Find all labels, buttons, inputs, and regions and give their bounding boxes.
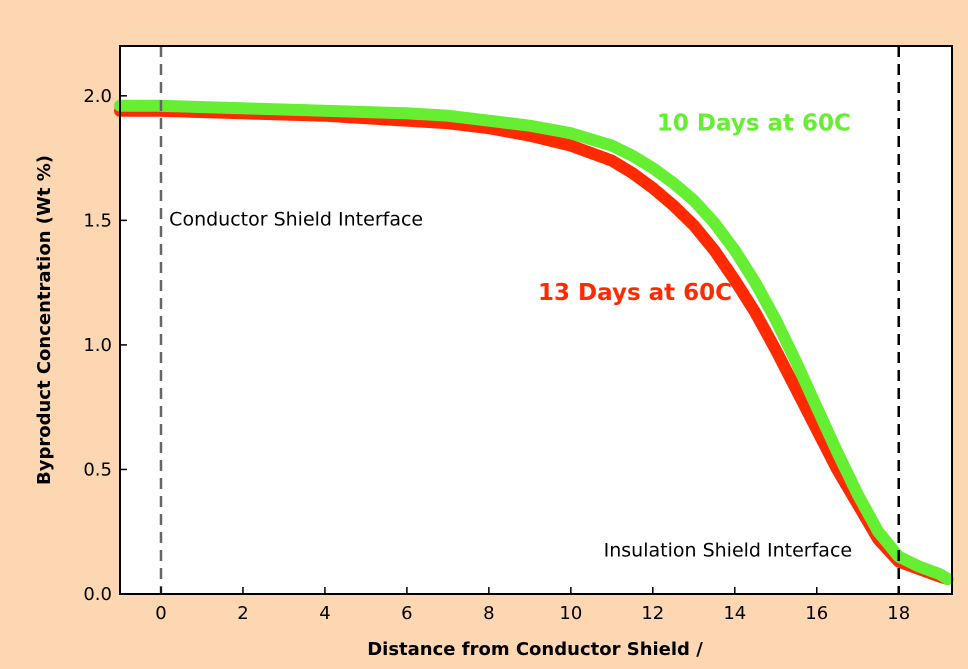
y-axis-ticks: 0.0 0.5 1.0 1.5 2.0 (83, 86, 127, 605)
y-tick-label: 0.5 (83, 459, 112, 480)
x-tick-label: 16 (805, 603, 828, 624)
interface-annotation: Insulation Shield Interface (604, 540, 852, 562)
y-tick-label: 2.0 (83, 86, 112, 107)
series-layer (114, 99, 954, 586)
x-axis-ticks: 0 2 4 6 8 10 12 14 16 18 (155, 587, 910, 624)
series-label: 13 Days at 60C (538, 280, 732, 306)
y-tick-label: 0.0 (83, 584, 112, 605)
y-axis-label: Byproduct Concentration (Wt %) (34, 155, 55, 485)
series-line-2 (114, 99, 954, 586)
y-tick-label: 1.5 (83, 210, 112, 231)
x-tick-label: 2 (237, 603, 248, 624)
x-tick-label: 18 (887, 603, 910, 624)
plot-frame (119, 45, 953, 595)
y-tick-label: 1.0 (83, 335, 112, 356)
x-tick-label: 14 (723, 603, 746, 624)
x-tick-label: 6 (401, 603, 412, 624)
x-axis-label: Distance from Conductor Shield / (367, 639, 703, 660)
annotations: Conductor Shield Interface Insulation Shi… (169, 111, 852, 562)
x-tick-label: 12 (641, 603, 664, 624)
x-tick-label: 10 (559, 603, 582, 624)
reference-lines (159, 46, 900, 594)
x-tick-label: 4 (319, 603, 330, 624)
x-tick-label: 8 (483, 603, 494, 624)
interface-annotation: Conductor Shield Interface (169, 208, 423, 230)
series-label: 10 Days at 60C (657, 111, 851, 137)
x-tick-label: 0 (155, 603, 166, 624)
